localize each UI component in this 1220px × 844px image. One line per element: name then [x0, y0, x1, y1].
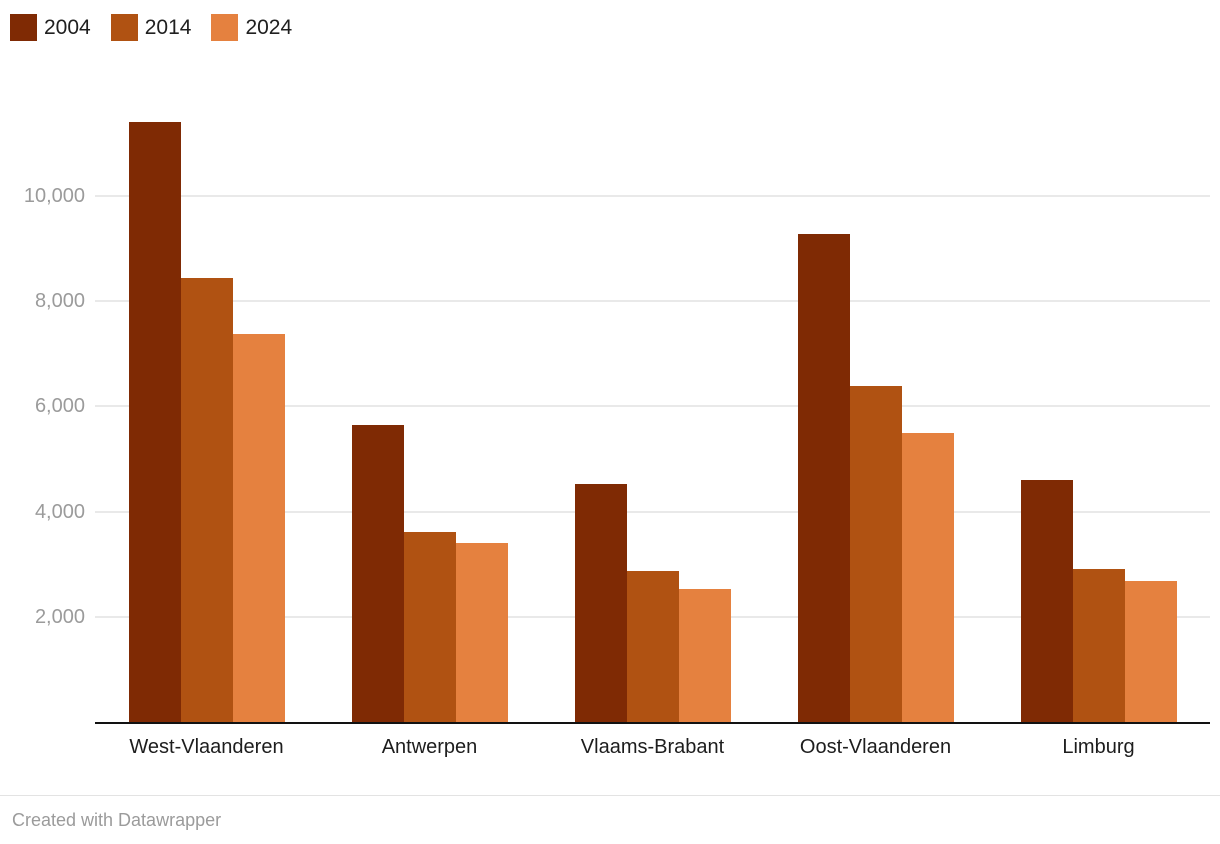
y-axis-tick-label: 4,000 — [34, 500, 85, 523]
legend-swatch-icon — [211, 14, 239, 41]
y-axis-tick-label: 6,000 — [34, 395, 85, 418]
bar-Vlaams-Brabant-2014[interactable] — [626, 570, 679, 722]
y-axis-tick-label: 2,000 — [34, 605, 85, 628]
x-axis-category-label: Oost-Vlaanderen — [799, 736, 952, 758]
bar-Oost-Vlaanderen-2014[interactable] — [849, 386, 902, 722]
gridline — [95, 195, 1210, 197]
footer: Created with Datawrapper — [12, 809, 221, 831]
bar-Antwerpen-2004[interactable] — [351, 424, 404, 722]
x-axis-line — [95, 722, 1210, 724]
legend-swatch-icon — [110, 14, 138, 41]
bar-West-Vlaanderen-2014[interactable] — [180, 277, 233, 722]
legend-label: 2014 — [144, 16, 192, 39]
legend-item-2004: 2004 — [10, 14, 91, 41]
bar-Antwerpen-2014[interactable] — [403, 531, 456, 722]
bar-Limburg-2004[interactable] — [1020, 479, 1073, 722]
x-axis-category-label: Vlaams-Brabant — [580, 736, 725, 758]
bar-Oost-Vlaanderen-2024[interactable] — [901, 432, 954, 722]
legend: 2004 2014 2024 — [10, 14, 292, 41]
gridline — [95, 510, 1210, 513]
legend-label: 2004 — [44, 16, 91, 39]
bar-Limburg-2024[interactable] — [1124, 580, 1177, 722]
gridline — [95, 300, 1210, 303]
legend-item-2024: 2024 — [211, 14, 292, 41]
footer-divider — [0, 795, 1220, 796]
legend-item-2014: 2014 — [110, 14, 192, 41]
bar-Vlaams-Brabant-2004[interactable] — [574, 483, 627, 722]
legend-label: 2024 — [245, 16, 293, 39]
y-axis-tick-label: 8,000 — [34, 290, 85, 313]
bar-Oost-Vlaanderen-2004[interactable] — [797, 234, 850, 722]
legend-swatch-icon — [10, 14, 37, 41]
gridline — [95, 405, 1210, 408]
bar-West-Vlaanderen-2024[interactable] — [232, 334, 285, 722]
x-axis-category-label: Antwerpen — [381, 736, 478, 758]
x-axis-category-label: Limburg — [1062, 736, 1135, 758]
x-axis-category-label: West-Vlaanderen — [129, 736, 284, 758]
bar-Limburg-2014[interactable] — [1072, 569, 1125, 722]
datawrapper-credit-link[interactable]: Created with Datawrapper — [12, 810, 222, 830]
bar-West-Vlaanderen-2004[interactable] — [128, 122, 181, 722]
y-axis-tick-label: 10,000 — [23, 185, 85, 207]
bar-Vlaams-Brabant-2024[interactable] — [678, 589, 731, 722]
bar-Antwerpen-2024[interactable] — [455, 542, 508, 722]
